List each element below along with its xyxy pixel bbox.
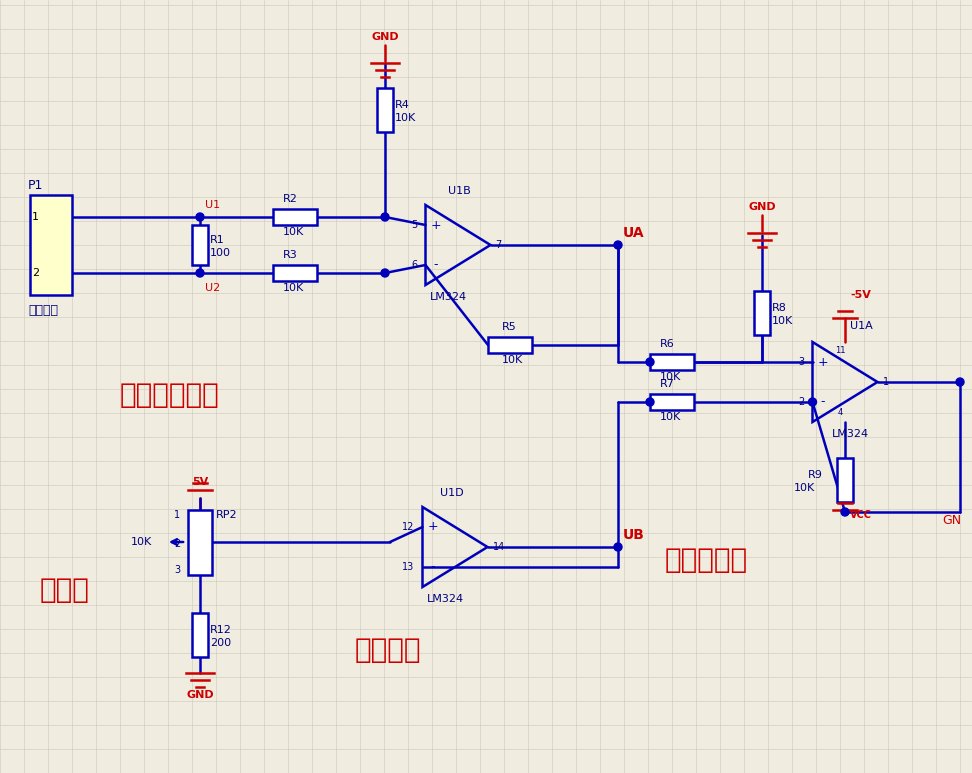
Text: R7: R7	[660, 379, 675, 389]
Bar	[754, 291, 770, 335]
Text: R9: R9	[808, 470, 823, 480]
Text: UA: UA	[623, 226, 644, 240]
Text: 12: 12	[402, 522, 414, 532]
Text: RP2: RP2	[216, 510, 237, 520]
Text: 10K: 10K	[794, 483, 815, 493]
Text: 差分放大器: 差分放大器	[665, 546, 748, 574]
Text: 6: 6	[411, 260, 418, 270]
Text: 4: 4	[837, 407, 843, 417]
Text: +: +	[817, 356, 828, 369]
Text: GN: GN	[942, 513, 961, 526]
Text: U1B: U1B	[448, 186, 470, 196]
Circle shape	[614, 543, 622, 551]
Text: -: -	[431, 560, 434, 574]
Bar	[837, 458, 853, 502]
Text: 10K: 10K	[660, 412, 681, 422]
Text: 10K: 10K	[283, 227, 304, 237]
Text: 1: 1	[883, 377, 888, 387]
Text: LM324: LM324	[427, 594, 464, 604]
Text: 10K: 10K	[772, 316, 793, 326]
Text: 3: 3	[798, 357, 805, 367]
Text: -5V: -5V	[850, 290, 871, 300]
Circle shape	[381, 269, 389, 277]
Bar	[273, 265, 317, 281]
Bar	[650, 354, 694, 370]
Text: R1: R1	[210, 235, 225, 245]
Text: 10K: 10K	[131, 537, 152, 547]
Text: GND: GND	[748, 202, 776, 212]
Text: 200: 200	[210, 638, 231, 648]
Text: P1: P1	[28, 179, 44, 192]
Text: R6: R6	[660, 339, 675, 349]
Text: LM324: LM324	[831, 429, 869, 439]
Text: R4: R4	[395, 100, 410, 110]
Text: -: -	[820, 396, 825, 408]
Circle shape	[646, 358, 654, 366]
Text: U1: U1	[205, 200, 220, 210]
Circle shape	[841, 508, 849, 516]
Text: 5V: 5V	[191, 477, 208, 487]
Bar	[273, 209, 317, 225]
Circle shape	[956, 378, 964, 386]
Text: 100: 100	[210, 248, 231, 258]
Text: 10K: 10K	[502, 355, 523, 365]
Circle shape	[646, 398, 654, 406]
Text: 11: 11	[835, 346, 846, 355]
Text: 5: 5	[411, 220, 418, 230]
Circle shape	[381, 213, 389, 221]
Bar	[192, 225, 208, 265]
Text: 电流输入: 电流输入	[28, 304, 58, 316]
Text: 10K: 10K	[283, 283, 304, 293]
Text: 1: 1	[32, 212, 39, 222]
Text: R2: R2	[283, 194, 297, 204]
Text: +: +	[427, 520, 437, 533]
Bar	[650, 394, 694, 410]
Text: U2: U2	[205, 283, 221, 293]
Circle shape	[809, 398, 816, 406]
Text: 2: 2	[798, 397, 805, 407]
Bar	[192, 613, 208, 657]
Text: LM324: LM324	[430, 292, 467, 302]
Text: 7: 7	[496, 240, 502, 250]
Circle shape	[614, 241, 622, 249]
Text: 3: 3	[174, 565, 180, 575]
Text: UB: UB	[623, 528, 644, 542]
Bar	[488, 337, 532, 353]
Text: R5: R5	[502, 322, 517, 332]
Text: 电压跟随: 电压跟随	[355, 636, 422, 664]
Text: R12: R12	[210, 625, 232, 635]
Text: +: +	[431, 219, 441, 231]
Text: U1D: U1D	[440, 488, 464, 498]
Text: U1A: U1A	[850, 321, 873, 331]
Text: -: -	[434, 258, 437, 271]
Text: R8: R8	[772, 303, 787, 313]
Circle shape	[196, 269, 204, 277]
Text: 1: 1	[174, 510, 180, 520]
Text: 10K: 10K	[395, 113, 416, 123]
Text: 电流检测放大: 电流检测放大	[120, 381, 220, 409]
Text: R3: R3	[283, 250, 297, 260]
Bar	[188, 510, 212, 575]
Text: GND: GND	[187, 690, 214, 700]
Text: 14: 14	[493, 542, 504, 552]
Bar	[30, 195, 72, 295]
Text: 10K: 10K	[660, 372, 681, 382]
Text: 13: 13	[402, 562, 414, 572]
Text: 调零点: 调零点	[40, 576, 89, 604]
Bar	[377, 88, 393, 132]
Text: 2: 2	[174, 539, 180, 549]
Text: GND: GND	[371, 32, 399, 42]
Text: 2: 2	[32, 268, 39, 278]
Circle shape	[196, 213, 204, 221]
Text: VCC: VCC	[850, 510, 872, 520]
